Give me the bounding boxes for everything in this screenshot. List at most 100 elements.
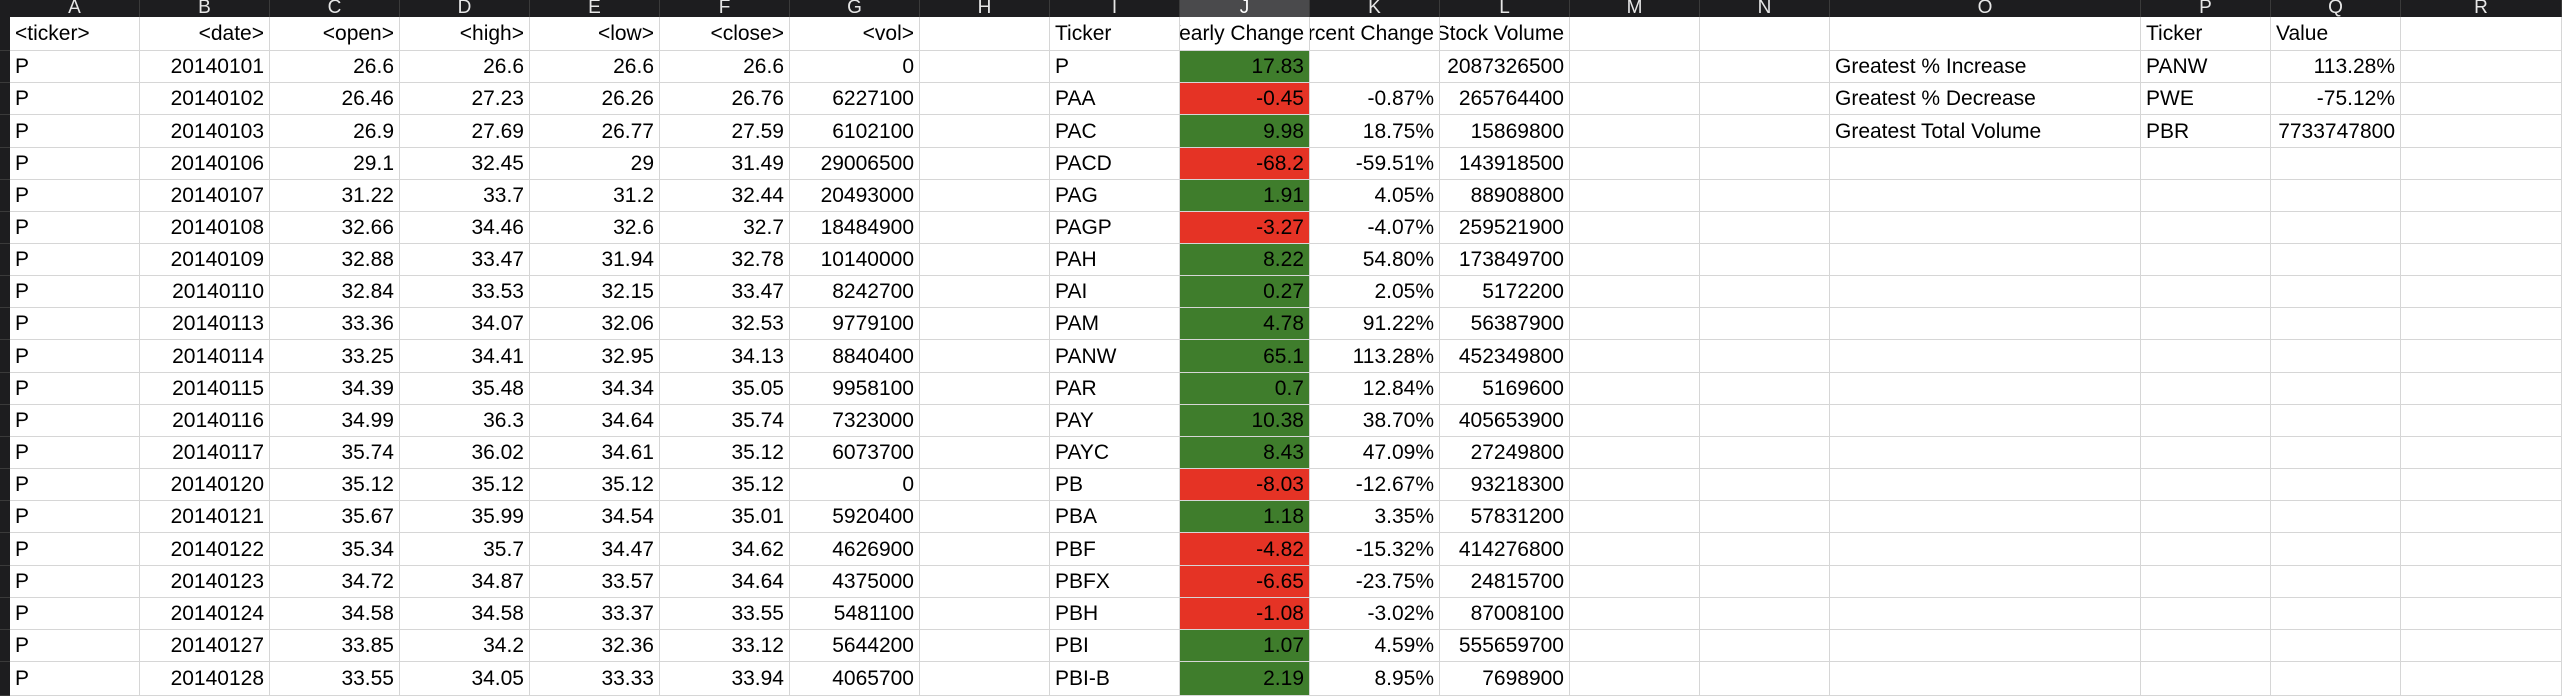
cell-b2[interactable]: 20140101 (140, 51, 270, 83)
empty-cell[interactable] (1570, 598, 1700, 630)
empty-cell[interactable] (2401, 17, 2562, 51)
cell-a6[interactable]: P (10, 180, 140, 212)
empty-cell[interactable] (2271, 405, 2401, 437)
empty-cell[interactable] (1700, 148, 1830, 180)
cell-c3[interactable]: 26.46 (270, 83, 400, 115)
cell-d13[interactable]: 36.3 (400, 405, 530, 437)
cell-l20[interactable]: 555659700 (1440, 630, 1570, 662)
cell-f11[interactable]: 34.13 (660, 340, 790, 373)
empty-cell[interactable] (920, 308, 1050, 340)
cell-f4[interactable]: 27.59 (660, 115, 790, 148)
row-header[interactable] (0, 148, 10, 180)
cell-e19[interactable]: 33.37 (530, 598, 660, 630)
empty-cell[interactable] (920, 373, 1050, 405)
empty-cell[interactable] (2271, 340, 2401, 373)
empty-cell[interactable] (2271, 308, 2401, 340)
cell-d15[interactable]: 35.12 (400, 469, 530, 501)
cell-a17[interactable]: P (10, 533, 140, 566)
empty-cell[interactable] (1570, 51, 1700, 83)
cell-a10[interactable]: P (10, 308, 140, 340)
cell-l16[interactable]: 57831200 (1440, 501, 1570, 533)
cell-j7[interactable]: -3.27 (1180, 212, 1310, 244)
cell-g7[interactable]: 18484900 (790, 212, 920, 244)
cell-i17[interactable]: PBF (1050, 533, 1180, 566)
empty-cell[interactable] (1570, 340, 1700, 373)
cell-e4[interactable]: 26.77 (530, 115, 660, 148)
cell-c4[interactable]: 26.9 (270, 115, 400, 148)
cell-b7[interactable]: 20140108 (140, 212, 270, 244)
column-header-d[interactable]: D (400, 0, 530, 17)
cell-g9[interactable]: 8242700 (790, 276, 920, 308)
empty-cell[interactable] (2141, 437, 2271, 469)
cell-e18[interactable]: 33.57 (530, 566, 660, 598)
cell-b4[interactable]: 20140103 (140, 115, 270, 148)
cell-c15[interactable]: 35.12 (270, 469, 400, 501)
column-header-o[interactable]: O (1830, 0, 2141, 17)
cell-b8[interactable]: 20140109 (140, 244, 270, 276)
empty-cell[interactable] (920, 662, 1050, 696)
cell-k13[interactable]: 38.70% (1310, 405, 1440, 437)
cell-b11[interactable]: 20140114 (140, 340, 270, 373)
cell-a15[interactable]: P (10, 469, 140, 501)
cell-k11[interactable]: 113.28% (1310, 340, 1440, 373)
empty-cell[interactable] (2401, 83, 2562, 115)
cell-c10[interactable]: 33.36 (270, 308, 400, 340)
row-header[interactable] (0, 51, 10, 83)
empty-cell[interactable] (2141, 148, 2271, 180)
empty-cell[interactable] (1700, 17, 1830, 51)
cell-g5[interactable]: 29006500 (790, 148, 920, 180)
cell-k18[interactable]: -23.75% (1310, 566, 1440, 598)
cell-l12[interactable]: 5169600 (1440, 373, 1570, 405)
empty-cell[interactable] (1830, 533, 2141, 566)
cell-a13[interactable]: P (10, 405, 140, 437)
cell-j13[interactable]: 10.38 (1180, 405, 1310, 437)
empty-cell[interactable] (1830, 308, 2141, 340)
cell-c1[interactable]: <open> (270, 17, 400, 51)
empty-cell[interactable] (1570, 662, 1700, 696)
empty-cell[interactable] (1700, 115, 1830, 148)
cell-c19[interactable]: 34.58 (270, 598, 400, 630)
empty-cell[interactable] (1570, 212, 1700, 244)
empty-cell[interactable] (2401, 630, 2562, 662)
cell-b6[interactable]: 20140107 (140, 180, 270, 212)
empty-cell[interactable] (1700, 51, 1830, 83)
cell-b10[interactable]: 20140113 (140, 308, 270, 340)
cell-g10[interactable]: 9779100 (790, 308, 920, 340)
column-header-n[interactable]: N (1700, 0, 1830, 17)
cell-e20[interactable]: 32.36 (530, 630, 660, 662)
empty-cell[interactable] (920, 340, 1050, 373)
cell-f7[interactable]: 32.7 (660, 212, 790, 244)
empty-cell[interactable] (920, 533, 1050, 566)
empty-cell[interactable] (1830, 340, 2141, 373)
empty-cell[interactable] (1700, 598, 1830, 630)
cell-l4[interactable]: 15869800 (1440, 115, 1570, 148)
cell-l21[interactable]: 7698900 (1440, 662, 1570, 696)
cell-b15[interactable]: 20140120 (140, 469, 270, 501)
cell-j20[interactable]: 1.07 (1180, 630, 1310, 662)
cell-a11[interactable]: P (10, 340, 140, 373)
cell-j8[interactable]: 8.22 (1180, 244, 1310, 276)
cell-k2[interactable] (1310, 51, 1440, 83)
empty-cell[interactable] (2271, 148, 2401, 180)
cell-e14[interactable]: 34.61 (530, 437, 660, 469)
empty-cell[interactable] (1570, 405, 1700, 437)
cell-l9[interactable]: 5172200 (1440, 276, 1570, 308)
cell-g15[interactable]: 0 (790, 469, 920, 501)
empty-cell[interactable] (2141, 308, 2271, 340)
cell-d5[interactable]: 32.45 (400, 148, 530, 180)
cell-a3[interactable]: P (10, 83, 140, 115)
cell-d8[interactable]: 33.47 (400, 244, 530, 276)
cell-a8[interactable]: P (10, 244, 140, 276)
cell-l11[interactable]: 452349800 (1440, 340, 1570, 373)
empty-cell[interactable] (2271, 276, 2401, 308)
select-all-corner[interactable] (0, 0, 10, 17)
cell-i1[interactable]: Ticker (1050, 17, 1180, 51)
cell-j10[interactable]: 4.78 (1180, 308, 1310, 340)
empty-cell[interactable] (1700, 469, 1830, 501)
empty-cell[interactable] (1700, 340, 1830, 373)
cell-l14[interactable]: 27249800 (1440, 437, 1570, 469)
empty-cell[interactable] (1700, 533, 1830, 566)
empty-cell[interactable] (1830, 244, 2141, 276)
cell-k8[interactable]: 54.80% (1310, 244, 1440, 276)
cell-f2[interactable]: 26.6 (660, 51, 790, 83)
